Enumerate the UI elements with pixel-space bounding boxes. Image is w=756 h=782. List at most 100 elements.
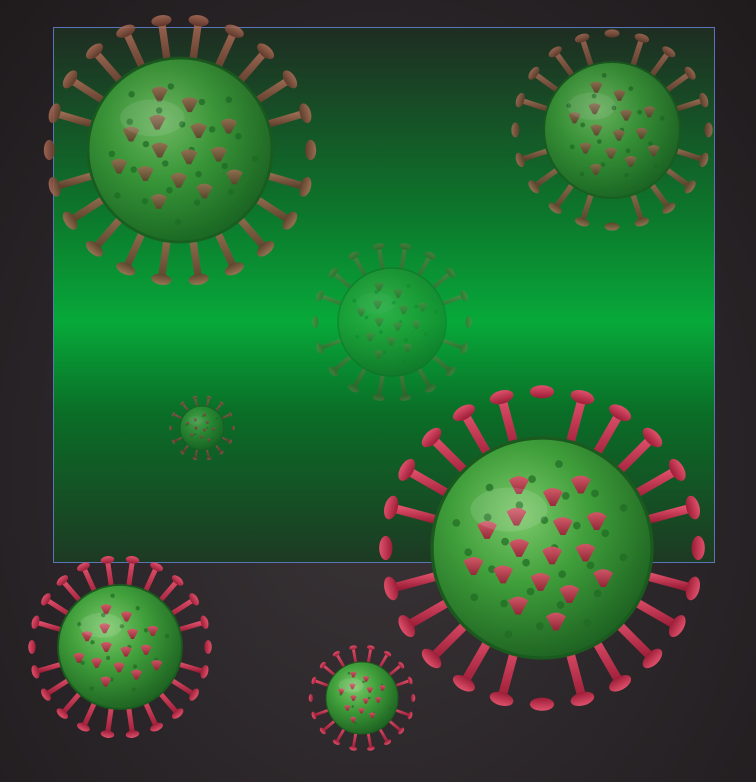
- spike-cap: [684, 66, 696, 80]
- virus-spot: [135, 605, 140, 611]
- spike-cap: [348, 384, 360, 393]
- spike-cap: [634, 33, 650, 43]
- spike-cap: [372, 394, 385, 401]
- spike-cap: [662, 202, 676, 214]
- spike-cap: [62, 70, 78, 89]
- virus-spot: [487, 565, 496, 574]
- surface-spike: [190, 123, 207, 139]
- surface-spike: [590, 124, 603, 136]
- spike-cap: [204, 640, 212, 654]
- spike-cap: [305, 139, 317, 161]
- virus-spot: [624, 172, 630, 178]
- virus-body: [542, 60, 682, 200]
- virus-top-right: [511, 29, 713, 231]
- surface-spike: [126, 628, 139, 639]
- surface-spike: [369, 712, 376, 719]
- surface-spike: [579, 142, 592, 154]
- virus-spot: [194, 433, 197, 436]
- surface-spike: [366, 686, 374, 693]
- virus-spot: [166, 186, 173, 194]
- surface-spike: [589, 163, 602, 175]
- virus-highlight: [356, 292, 395, 314]
- spike-cap: [282, 211, 298, 230]
- surface-spike: [220, 118, 237, 134]
- spike-cap: [150, 562, 163, 572]
- surface-spike: [356, 307, 366, 317]
- spike-cap: [452, 404, 475, 422]
- surface-spike: [402, 343, 413, 353]
- spike-cap: [662, 46, 676, 58]
- surface-spike: [552, 517, 573, 536]
- spike-cap: [299, 176, 312, 197]
- surface-spike: [130, 669, 143, 680]
- spike-cap: [349, 645, 358, 650]
- spike-cap: [570, 390, 595, 405]
- spike-cap: [424, 251, 436, 260]
- spike-cap: [48, 176, 61, 197]
- virus-spot: [540, 516, 549, 525]
- surface-spike: [365, 332, 376, 342]
- spike-cap: [684, 180, 696, 194]
- surface-spike: [189, 433, 194, 437]
- surface-spike: [194, 426, 199, 430]
- spike-cap: [189, 688, 199, 701]
- spike-cap: [200, 615, 209, 629]
- spike-cap: [311, 676, 317, 685]
- surface-spike: [113, 662, 125, 673]
- virus-spot: [535, 622, 544, 630]
- spike-cap: [407, 676, 413, 685]
- spike-cap: [398, 458, 416, 481]
- virus-spot: [470, 593, 479, 602]
- surface-spike: [542, 546, 563, 565]
- virus-spot: [130, 166, 137, 173]
- surface-spike: [122, 126, 140, 142]
- virus-spot: [174, 218, 182, 226]
- virus-spot: [583, 619, 592, 627]
- virus-spot: [352, 298, 357, 303]
- spike-cap: [169, 425, 173, 431]
- spike-cap: [28, 640, 36, 654]
- surface-spike: [99, 623, 111, 634]
- surface-spike: [151, 142, 168, 158]
- spike-cap: [446, 366, 456, 377]
- spike-cap: [180, 450, 185, 455]
- virus-bottom-left: [28, 556, 212, 738]
- surface-spike: [530, 573, 551, 591]
- surface-spike: [379, 685, 386, 691]
- virus-spot: [485, 483, 494, 492]
- virus-spot: [619, 503, 628, 512]
- virus-spot: [235, 133, 242, 140]
- virus-spot: [648, 141, 653, 147]
- virus-spot: [142, 140, 150, 148]
- spike-cap: [348, 251, 360, 260]
- spike-cap: [224, 262, 244, 276]
- virus-spot: [601, 529, 610, 538]
- virus-spot: [362, 680, 365, 684]
- spike-cap: [228, 439, 232, 444]
- virus-spot: [193, 199, 201, 206]
- virus-spot: [108, 150, 116, 158]
- surface-spike: [120, 611, 133, 622]
- spike-cap: [192, 395, 198, 400]
- virus-large-bottom-right: [379, 385, 705, 711]
- spike-cap: [56, 708, 69, 719]
- spike-cap: [180, 401, 185, 406]
- virus-spot: [388, 706, 392, 710]
- surface-spike: [120, 646, 132, 657]
- virus-large-top-left: [43, 15, 317, 285]
- surface-spike: [350, 695, 357, 701]
- surface-spike: [91, 657, 103, 668]
- spike-cap: [188, 15, 209, 27]
- surface-spike: [372, 300, 383, 309]
- spike-cap: [384, 576, 399, 601]
- virus-spot: [406, 283, 411, 288]
- spike-cap: [332, 651, 341, 657]
- spike-cap: [460, 290, 468, 302]
- surface-spike: [386, 336, 397, 346]
- spike-cap: [116, 24, 136, 38]
- virus-spot: [593, 589, 602, 598]
- spike-cap: [41, 593, 51, 606]
- surface-spike: [110, 158, 128, 174]
- spike-cap: [410, 694, 416, 702]
